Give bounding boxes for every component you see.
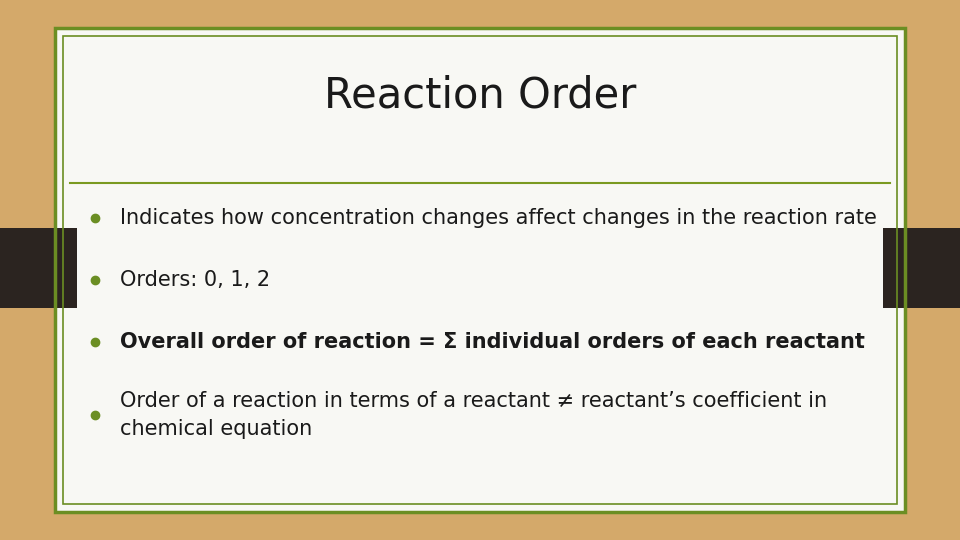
Text: Overall order of reaction = Σ individual orders of each reactant: Overall order of reaction = Σ individual…	[120, 332, 865, 352]
Text: Indicates how concentration changes affect changes in the reaction rate: Indicates how concentration changes affe…	[120, 208, 876, 228]
Bar	[63, 36, 897, 504]
Bar	[0, 228, 77, 308]
Text: Reaction Order: Reaction Order	[324, 74, 636, 116]
Bar	[883, 228, 960, 308]
Text: Orders: 0, 1, 2: Orders: 0, 1, 2	[120, 270, 270, 290]
Text: Order of a reaction in terms of a reactant ≠ reactant’s coefficient in
chemical : Order of a reaction in terms of a reacta…	[120, 391, 828, 439]
Bar	[55, 28, 905, 512]
Bar	[55, 28, 905, 512]
